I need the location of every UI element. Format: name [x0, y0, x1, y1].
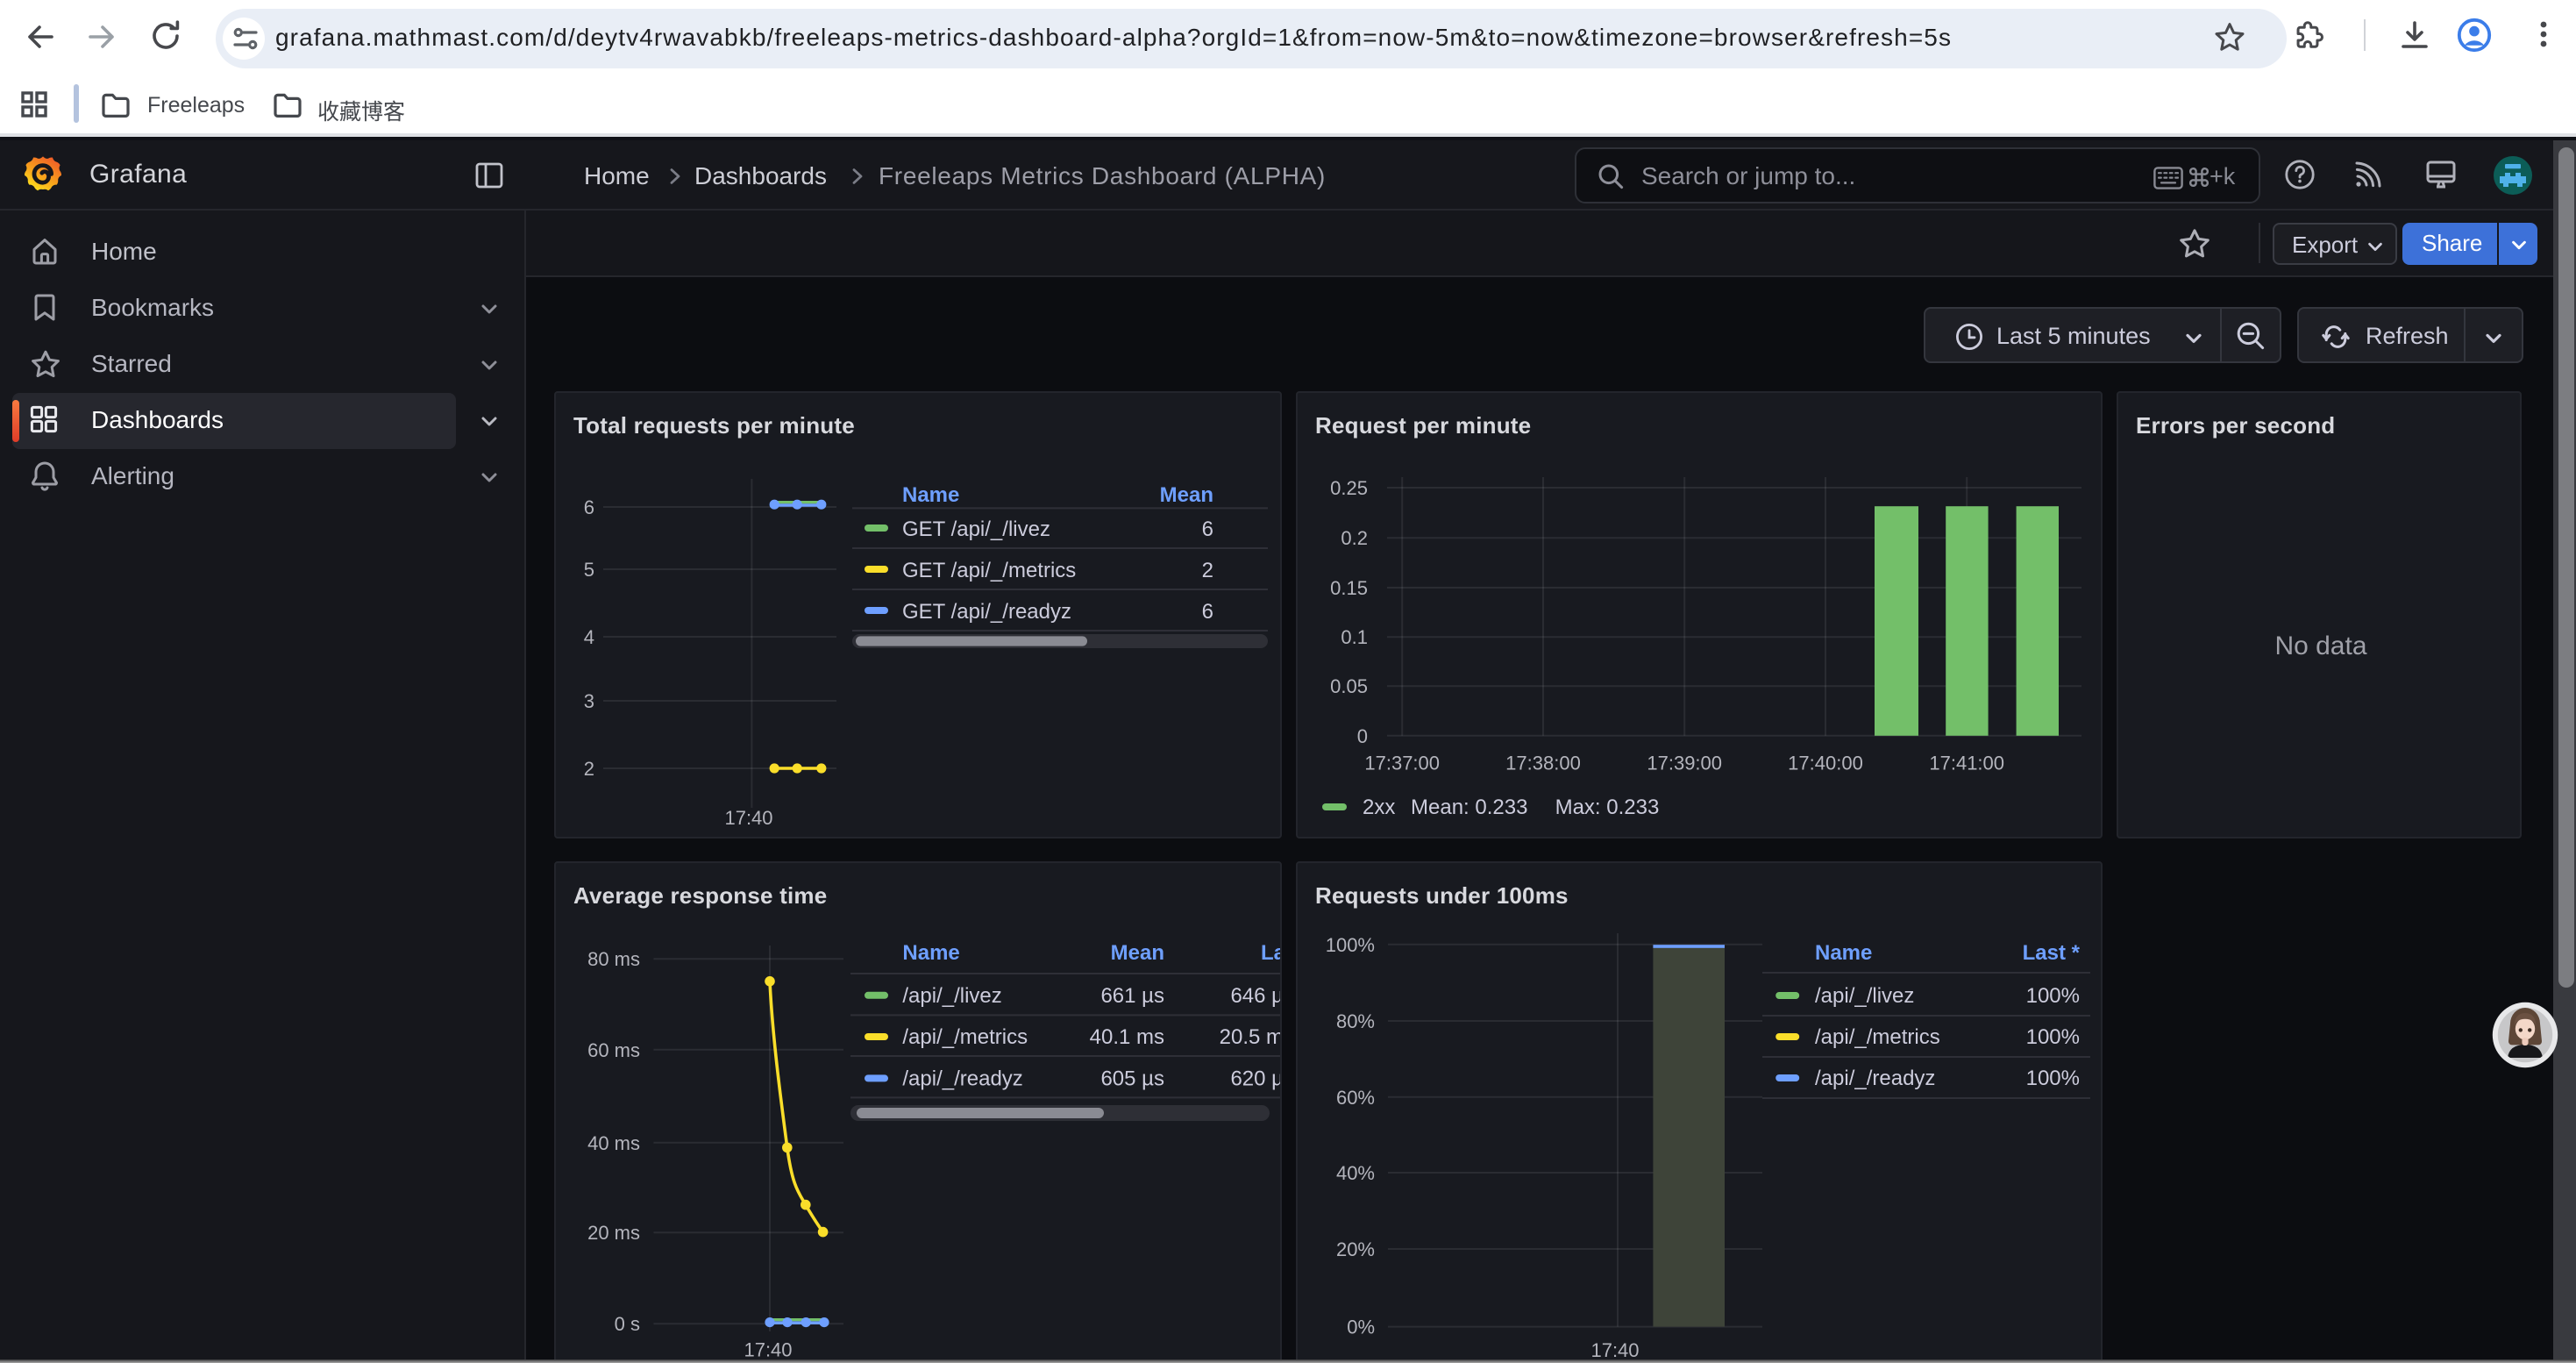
- svg-text:/api/_/readyz: /api/_/readyz: [902, 1067, 1022, 1090]
- svg-text:40%: 40%: [1336, 1162, 1375, 1184]
- svg-text:17:39:00: 17:39:00: [1647, 753, 1722, 774]
- svg-text:80%: 80%: [1336, 1010, 1375, 1032]
- svg-text:/api/_/metrics: /api/_/metrics: [902, 1025, 1028, 1049]
- svg-text:GET /api/_/livez: GET /api/_/livez: [902, 517, 1050, 541]
- svg-text:20.5 ms: 20.5 ms: [1220, 1025, 1280, 1049]
- svg-text:Last *: Last *: [1261, 941, 1280, 965]
- svg-text:20%: 20%: [1336, 1238, 1375, 1260]
- svg-text:2: 2: [584, 758, 594, 780]
- svg-text:100%: 100%: [2026, 1067, 2080, 1090]
- svg-text:6: 6: [584, 496, 594, 518]
- svg-text:Name: Name: [902, 483, 959, 507]
- svg-text:0.05: 0.05: [1330, 675, 1368, 697]
- svg-text:646 µs: 646 µs: [1230, 984, 1280, 1008]
- svg-text:GET /api/_/readyz: GET /api/_/readyz: [902, 600, 1071, 624]
- svg-text:0.2: 0.2: [1341, 527, 1368, 549]
- svg-text:GET /api/_/metrics: GET /api/_/metrics: [902, 559, 1076, 582]
- svg-text:0.15: 0.15: [1330, 577, 1368, 599]
- svg-text:620 µs: 620 µs: [1230, 1067, 1280, 1090]
- svg-text:100%: 100%: [2026, 1025, 2080, 1049]
- svg-text:17:37:00: 17:37:00: [1364, 753, 1440, 774]
- svg-text:/api/_/livez: /api/_/livez: [902, 984, 1001, 1008]
- svg-text:0: 0: [1357, 725, 1368, 747]
- svg-text:0.1: 0.1: [1341, 626, 1368, 648]
- svg-text:17:40: 17:40: [724, 807, 772, 829]
- svg-text:Mean: Mean: [1160, 483, 1213, 507]
- svg-text:60 ms: 60 ms: [587, 1039, 640, 1061]
- svg-text:17:40:00: 17:40:00: [1788, 753, 1863, 774]
- svg-text:17:38:00: 17:38:00: [1505, 753, 1581, 774]
- svg-text:40.1 ms: 40.1 ms: [1090, 1025, 1164, 1049]
- svg-text:2: 2: [1202, 559, 1213, 582]
- svg-text:/api/_/livez: /api/_/livez: [1815, 984, 1914, 1008]
- svg-text:17:40: 17:40: [1590, 1339, 1639, 1361]
- svg-text:/api/_/metrics: /api/_/metrics: [1815, 1025, 1940, 1049]
- svg-text:100%: 100%: [2026, 984, 2080, 1008]
- svg-text:4: 4: [584, 626, 594, 648]
- svg-text:17:40: 17:40: [744, 1339, 792, 1361]
- svg-text:605 µs: 605 µs: [1100, 1067, 1164, 1090]
- svg-text:0 s: 0 s: [615, 1313, 640, 1335]
- svg-text:0%: 0%: [1347, 1317, 1375, 1338]
- svg-text:Name: Name: [902, 941, 959, 965]
- svg-text:40 ms: 40 ms: [587, 1132, 640, 1154]
- svg-text:80 ms: 80 ms: [587, 948, 640, 970]
- svg-text:6: 6: [1202, 517, 1213, 541]
- svg-text:3: 3: [584, 690, 594, 712]
- svg-text:100%: 100%: [1326, 934, 1375, 956]
- svg-text:6: 6: [1202, 600, 1213, 624]
- svg-text:/api/_/readyz: /api/_/readyz: [1815, 1067, 1935, 1090]
- svg-text:0.25: 0.25: [1330, 477, 1368, 499]
- svg-text:17:41:00: 17:41:00: [1929, 753, 2004, 774]
- svg-text:Last *: Last *: [2023, 941, 2081, 965]
- svg-text:60%: 60%: [1336, 1087, 1375, 1109]
- svg-text:Mean: Mean: [1111, 941, 1164, 965]
- svg-text:Name: Name: [1815, 941, 1872, 965]
- svg-text:20 ms: 20 ms: [587, 1222, 640, 1244]
- svg-text:5: 5: [584, 559, 594, 581]
- svg-text:661 µs: 661 µs: [1100, 984, 1164, 1008]
